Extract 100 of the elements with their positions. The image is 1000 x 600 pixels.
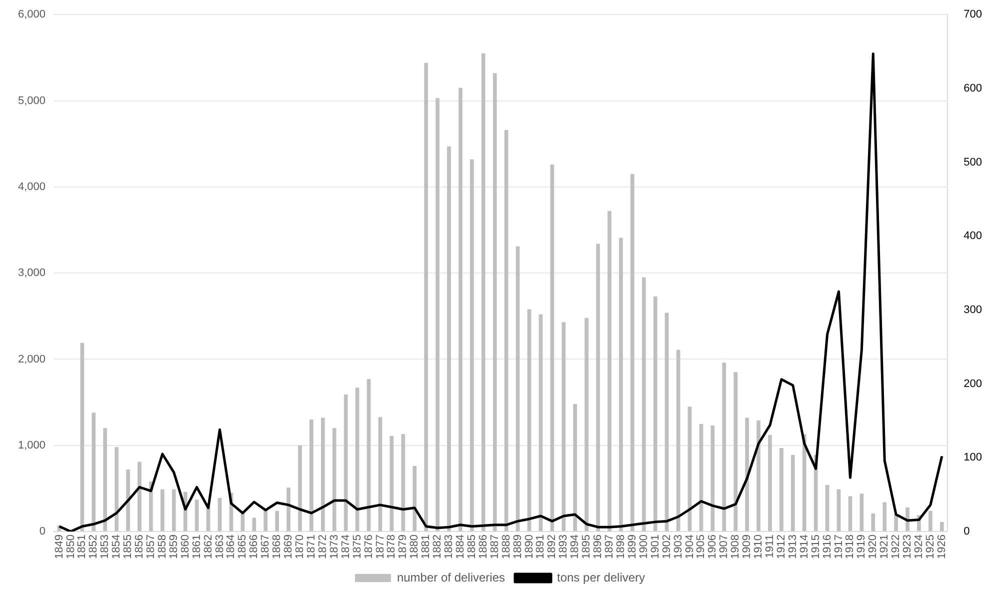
x-tick-label: 1917 [832, 534, 845, 560]
bar [160, 489, 164, 532]
y-tick-label: 4,000 [18, 180, 46, 193]
bar [928, 510, 932, 532]
x-tick-label: 1881 [420, 534, 432, 560]
x-tick-label: 1853 [99, 534, 112, 560]
x-tick-label: 1898 [614, 534, 627, 560]
x-tick-label: 1890 [523, 534, 536, 560]
x-tick-label: 1907 [718, 534, 730, 560]
x-tick-label: 1903 [672, 534, 684, 560]
x-tick-label: 1857 [144, 534, 157, 560]
x-tick-label: 1882 [432, 534, 444, 560]
x-tick-label: 1905 [695, 534, 708, 560]
bar [320, 418, 325, 532]
x-tick-label: 1858 [156, 534, 168, 560]
x-tick-label: 1883 [443, 534, 456, 560]
bar [527, 309, 532, 532]
bar [80, 342, 84, 532]
bar [218, 498, 222, 532]
bar [252, 518, 256, 532]
x-tick-label: 1924 [913, 534, 926, 560]
x-tick-label: 1919 [856, 534, 868, 560]
bar [92, 412, 96, 532]
x-tick-label: 1884 [454, 534, 466, 560]
bar [344, 394, 348, 532]
x-tick-label: 1869 [282, 534, 295, 560]
bar [756, 420, 760, 532]
x-tick-label: 1923 [902, 534, 914, 560]
x-tick-label: 1922 [890, 534, 902, 560]
x-tick-label: 1893 [558, 534, 570, 560]
bar [676, 350, 680, 532]
x-tick-label: 1910 [752, 534, 765, 560]
x-tick-label: 1887 [488, 534, 501, 560]
x-tick-label: 1906 [706, 534, 719, 560]
x-tick-label: 1889 [512, 534, 524, 560]
y-tick-label: 6,000 [18, 8, 46, 21]
y2-tick-label: 0 [964, 526, 970, 538]
bar [619, 238, 623, 532]
bar [138, 462, 142, 532]
bar [871, 513, 876, 532]
x-tick-label: 1867 [260, 534, 272, 560]
bar [550, 164, 554, 532]
bar [470, 159, 474, 532]
x-tick-label: 1850 [64, 534, 77, 560]
x-tick-label: 1878 [386, 534, 398, 560]
bar [424, 62, 428, 532]
bar [825, 485, 830, 532]
bar [848, 496, 852, 532]
x-tick-label: 1900 [638, 534, 650, 560]
x-tick-label: 1863 [214, 534, 226, 560]
bar [562, 322, 566, 532]
bar [103, 428, 108, 532]
bar [401, 434, 406, 532]
x-tick-label: 1871 [305, 534, 318, 560]
x-tick-label: 1870 [294, 534, 306, 560]
bar [790, 454, 795, 532]
y-tick-label: 3,000 [18, 267, 46, 280]
bar [573, 404, 578, 532]
x-tick-label: 1911 [764, 534, 776, 558]
bar [630, 174, 634, 532]
x-tick-label: 1873 [328, 534, 340, 560]
bar [722, 362, 726, 532]
x-tick-label: 1875 [351, 534, 364, 560]
x-tick-label: 1865 [236, 534, 249, 560]
legend-label: number of deliveries [396, 570, 506, 584]
bar [436, 98, 440, 532]
x-tick-label: 1926 [936, 534, 948, 560]
x-tick-label: 1851 [76, 534, 88, 560]
bar [412, 466, 417, 532]
x-tick-label: 1885 [466, 534, 478, 560]
y2-tick-label: 300 [964, 304, 982, 316]
bar [768, 435, 772, 532]
bar [596, 244, 600, 532]
bar [940, 522, 944, 532]
bar [264, 509, 268, 532]
bar [504, 130, 508, 532]
x-tick-label: 1902 [660, 534, 673, 560]
bar [114, 447, 118, 532]
legend-label: tons per delivery [557, 570, 646, 584]
bar [481, 53, 486, 532]
x-tick-label: 1876 [362, 534, 375, 560]
y-tick-label: 2,000 [18, 353, 46, 366]
x-tick-label: 1877 [374, 534, 386, 560]
x-tick-label: 1918 [844, 534, 856, 560]
x-tick-label: 1860 [179, 534, 192, 560]
x-tick-label: 1916 [821, 534, 834, 560]
y2-tick-label: 200 [964, 378, 982, 390]
bar [860, 494, 864, 532]
x-tick-label: 1886 [477, 534, 490, 560]
x-tick-label: 1872 [316, 534, 329, 560]
y2-tick-label: 100 [964, 452, 982, 464]
x-tick-label: 1855 [122, 534, 134, 560]
bar [836, 489, 841, 532]
x-tick-label: 1895 [580, 534, 593, 560]
x-tick-label: 1897 [604, 534, 616, 560]
x-tick-label: 1864 [225, 534, 238, 560]
x-tick-label: 1880 [408, 534, 421, 560]
x-tick-label: 1854 [110, 534, 123, 560]
x-tick-label: 1904 [684, 534, 696, 560]
bar [710, 426, 715, 532]
